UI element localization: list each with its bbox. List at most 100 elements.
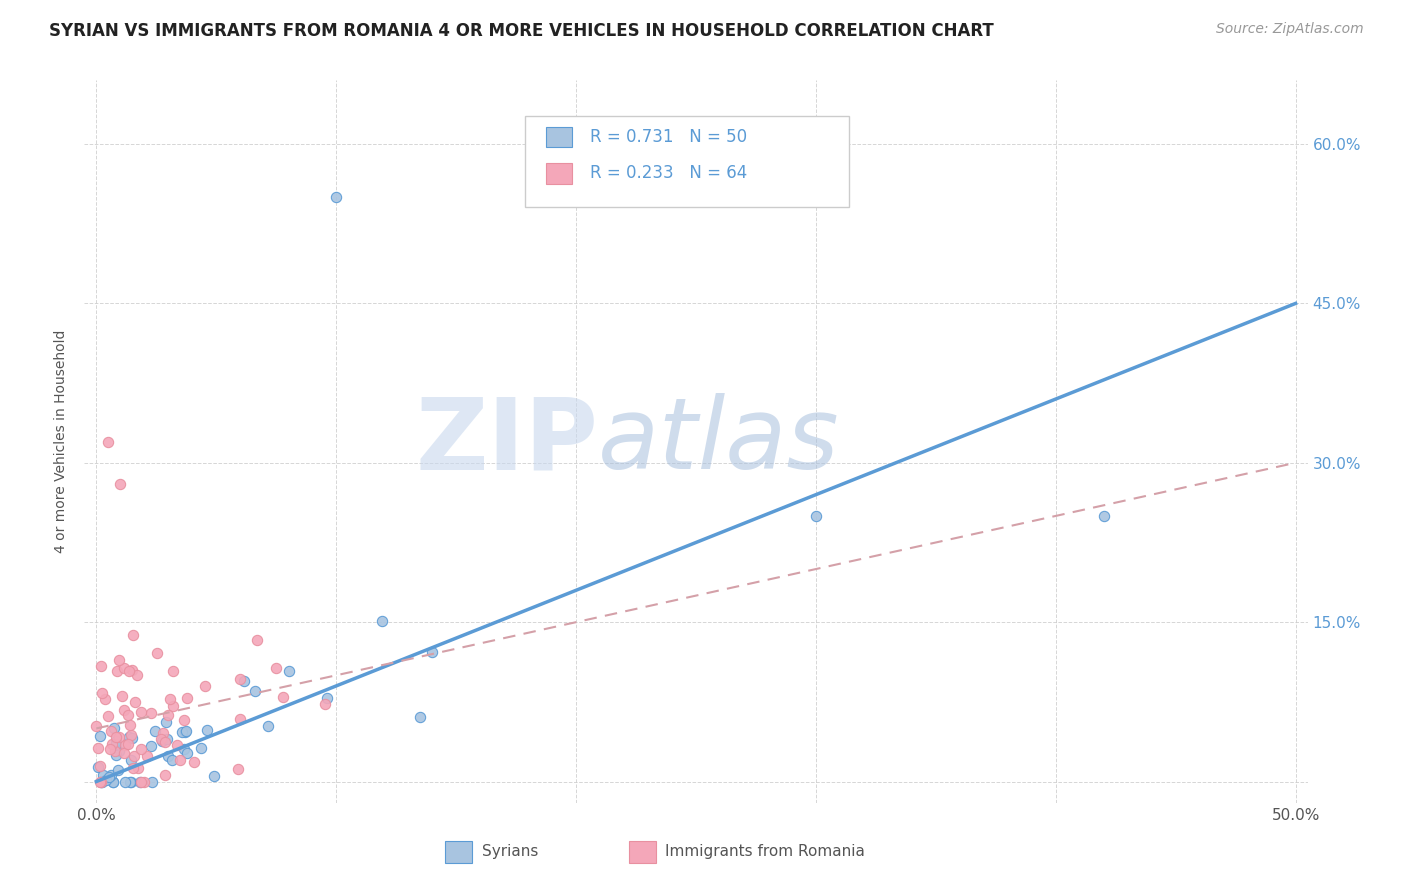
Point bbox=[117, 737, 139, 751]
Bar bbox=[546, 128, 572, 147]
Point bbox=[97, 708, 120, 723]
Point bbox=[108, 731, 131, 745]
Point bbox=[136, 749, 159, 764]
Point bbox=[108, 744, 131, 758]
Text: Source: ZipAtlas.com: Source: ZipAtlas.com bbox=[1216, 22, 1364, 37]
Point bbox=[107, 653, 129, 667]
Point bbox=[176, 746, 198, 760]
Point bbox=[156, 749, 179, 764]
Point bbox=[172, 725, 194, 739]
Point bbox=[156, 708, 179, 723]
Point bbox=[104, 737, 127, 751]
Point bbox=[129, 705, 152, 719]
Point bbox=[162, 753, 184, 767]
Point bbox=[315, 691, 337, 706]
Point bbox=[804, 508, 827, 523]
Point bbox=[89, 729, 111, 743]
Point bbox=[87, 760, 110, 774]
Point bbox=[121, 628, 143, 642]
Point bbox=[173, 742, 195, 756]
Point bbox=[100, 768, 122, 782]
FancyBboxPatch shape bbox=[524, 117, 849, 207]
Point bbox=[104, 744, 127, 758]
Text: Immigrants from Romania: Immigrants from Romania bbox=[665, 845, 865, 859]
Point bbox=[256, 719, 278, 733]
Point bbox=[104, 730, 127, 744]
Text: ZIP: ZIP bbox=[415, 393, 598, 490]
Point bbox=[141, 706, 163, 720]
Point bbox=[117, 708, 139, 723]
Point bbox=[122, 748, 145, 763]
Text: R = 0.731   N = 50: R = 0.731 N = 50 bbox=[589, 128, 747, 146]
Point bbox=[110, 477, 132, 491]
Text: SYRIAN VS IMMIGRANTS FROM ROMANIA 4 OR MORE VEHICLES IN HOUSEHOLD CORRELATION CH: SYRIAN VS IMMIGRANTS FROM ROMANIA 4 OR M… bbox=[49, 22, 994, 40]
Point bbox=[105, 664, 128, 678]
Point bbox=[94, 692, 117, 706]
Point bbox=[204, 769, 226, 783]
Point bbox=[97, 770, 120, 784]
Point bbox=[229, 673, 252, 687]
Point bbox=[120, 728, 142, 742]
Point bbox=[112, 661, 135, 675]
Point bbox=[194, 679, 217, 693]
Point bbox=[125, 668, 148, 682]
Point bbox=[145, 646, 167, 660]
Point bbox=[122, 761, 145, 775]
Point bbox=[107, 763, 129, 777]
Point bbox=[129, 741, 152, 756]
Point bbox=[127, 761, 149, 775]
Point bbox=[162, 665, 184, 679]
Point bbox=[264, 661, 287, 675]
Point bbox=[103, 721, 125, 735]
Point bbox=[86, 719, 108, 733]
Point bbox=[156, 732, 179, 747]
Text: Syrians: Syrians bbox=[482, 845, 538, 859]
Point bbox=[155, 735, 177, 749]
Point bbox=[120, 774, 142, 789]
Point bbox=[176, 690, 198, 705]
Point bbox=[173, 725, 195, 739]
Point bbox=[232, 674, 254, 689]
Point bbox=[1092, 508, 1115, 523]
Point bbox=[91, 686, 114, 700]
Point bbox=[96, 773, 118, 788]
Point bbox=[143, 724, 166, 739]
Point bbox=[169, 753, 191, 767]
Point bbox=[141, 774, 163, 789]
Point bbox=[278, 664, 301, 678]
Point bbox=[112, 703, 135, 717]
Point bbox=[155, 714, 177, 729]
Text: R = 0.233   N = 64: R = 0.233 N = 64 bbox=[589, 164, 747, 183]
Point bbox=[422, 645, 444, 659]
Point bbox=[112, 746, 135, 760]
Point bbox=[97, 434, 120, 449]
Point bbox=[229, 712, 252, 726]
Point bbox=[243, 684, 266, 698]
Point bbox=[228, 762, 250, 776]
Point bbox=[166, 739, 188, 753]
Point bbox=[121, 663, 143, 677]
Point bbox=[89, 759, 111, 773]
Point bbox=[173, 713, 195, 727]
Point bbox=[149, 732, 172, 747]
Point bbox=[325, 190, 347, 204]
Point bbox=[90, 774, 112, 789]
Text: atlas: atlas bbox=[598, 393, 839, 490]
Point bbox=[162, 699, 184, 714]
Point bbox=[409, 710, 432, 724]
Point bbox=[150, 733, 173, 747]
Point bbox=[246, 632, 269, 647]
Point bbox=[91, 767, 114, 781]
Bar bbox=[546, 163, 572, 184]
Point bbox=[120, 753, 142, 767]
Point bbox=[129, 774, 152, 789]
Point bbox=[87, 740, 110, 755]
Point bbox=[101, 774, 124, 789]
Point bbox=[139, 739, 162, 753]
Point bbox=[98, 741, 121, 756]
Bar bbox=[446, 841, 472, 863]
Point bbox=[118, 730, 141, 744]
Point bbox=[121, 731, 143, 745]
Point bbox=[370, 614, 392, 628]
Point bbox=[118, 664, 141, 678]
